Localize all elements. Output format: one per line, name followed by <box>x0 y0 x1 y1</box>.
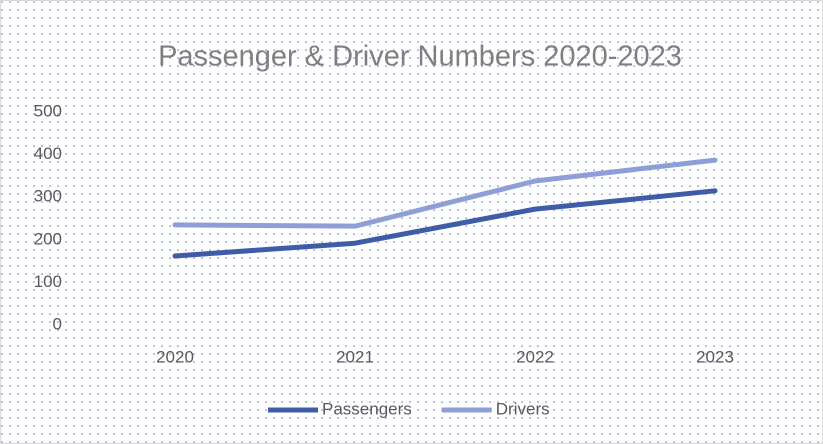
x-tick-label: 2022 <box>516 347 554 366</box>
y-tick-label: 400 <box>34 144 62 163</box>
legend-label: Drivers <box>496 399 550 418</box>
line-series <box>172 188 718 259</box>
y-tick-label: 200 <box>34 229 62 248</box>
legend-label: Passengers <box>322 399 412 418</box>
y-tick-label: 500 <box>34 101 62 120</box>
x-tick-label: 2020 <box>156 347 194 366</box>
y-tick-label: 300 <box>34 187 62 206</box>
y-tick-label: 0 <box>53 314 62 333</box>
x-tick-label: 2021 <box>336 347 374 366</box>
x-tick-label: 2023 <box>696 347 734 366</box>
chart-title: Passenger & Driver Numbers 2020-2023 <box>158 41 682 73</box>
y-tick-label: 100 <box>34 272 62 291</box>
line-series <box>172 157 718 229</box>
